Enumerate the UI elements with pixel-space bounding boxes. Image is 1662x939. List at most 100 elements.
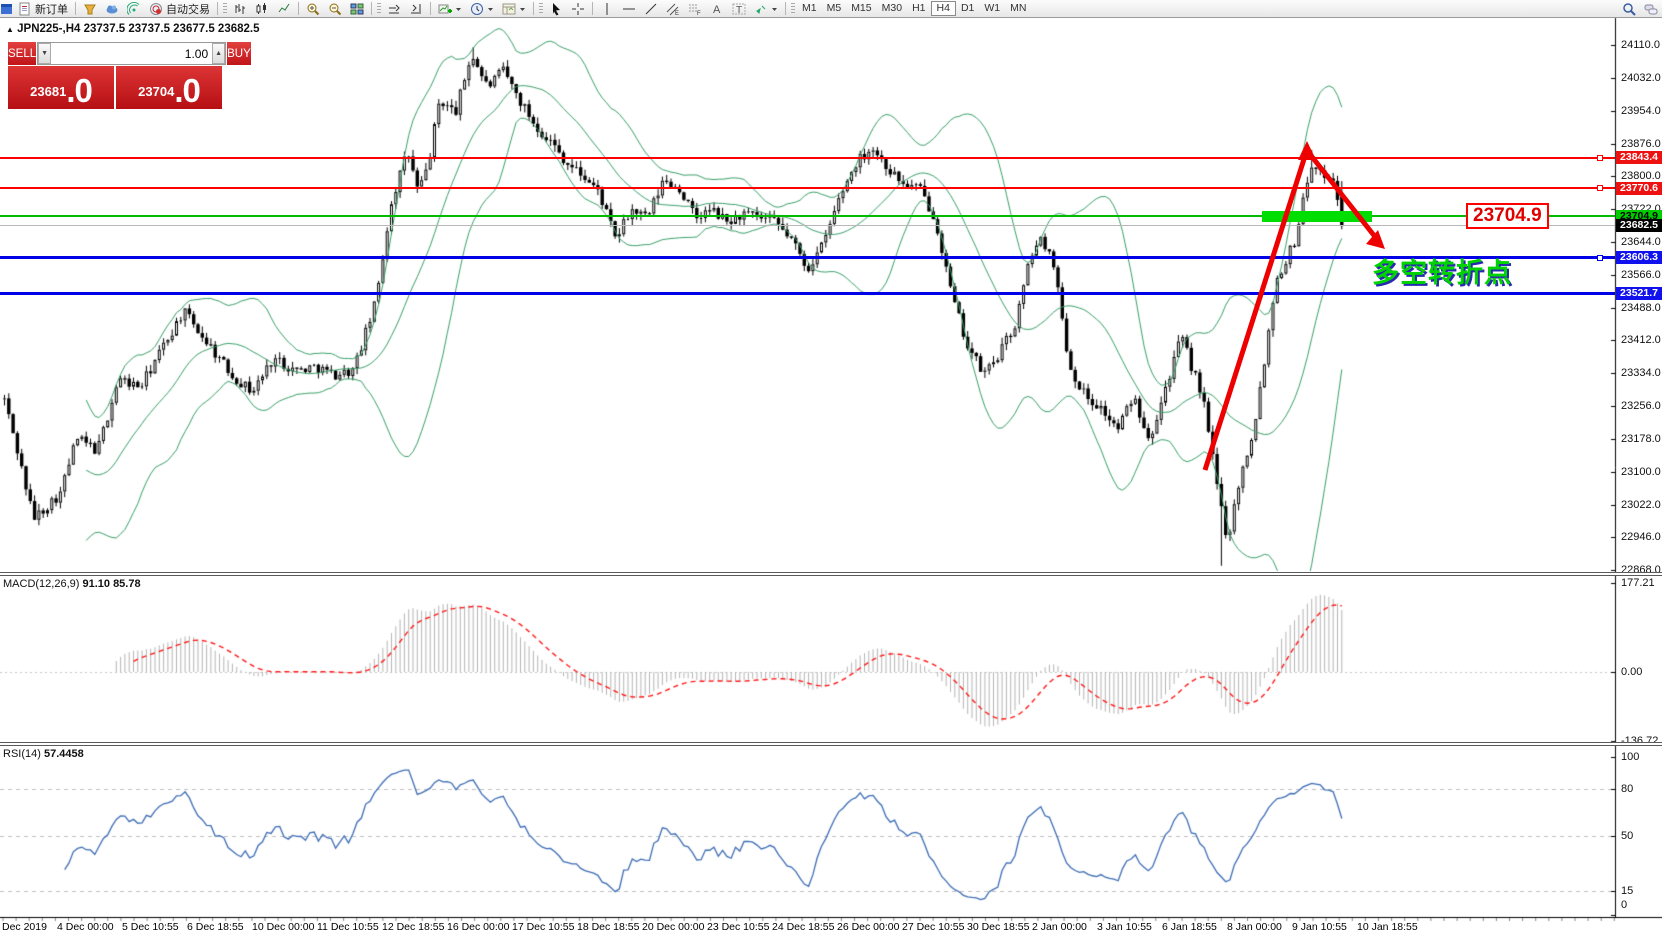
zoom-in-icon [306, 2, 320, 16]
candlestick-button[interactable] [251, 1, 273, 17]
horizontal-line-23843.4[interactable] [0, 156, 1615, 159]
auto-scroll-button[interactable] [383, 1, 405, 17]
time-axis-label: 11 Dec 10:55 [317, 921, 379, 933]
volume-input[interactable] [51, 43, 213, 64]
price-axis-label: 23256.0 [1621, 399, 1661, 412]
new-order-button[interactable]: 新订单 [14, 1, 72, 17]
fibonacci-button[interactable]: F [684, 1, 706, 17]
volume-down-button[interactable]: ▼ [38, 43, 52, 64]
zoom-out-button[interactable] [324, 1, 346, 17]
symbol-name: JPN225-,H4 [17, 23, 81, 35]
bar-chart-icon [233, 2, 247, 16]
one-click-collapse-icon[interactable]: ▲ [6, 25, 14, 34]
timeframe-M30[interactable]: M30 [881, 2, 903, 14]
periods-button[interactable] [466, 1, 498, 17]
timeframe-D1[interactable]: D1 [960, 2, 975, 14]
cursor-button[interactable] [545, 1, 567, 17]
support-zone-rectangle[interactable] [1262, 210, 1372, 222]
price-axis-label: 23178.0 [1621, 432, 1661, 445]
text-button[interactable]: A [706, 1, 728, 17]
sell-price-int: 23681 [30, 84, 67, 99]
svg-text:T: T [736, 5, 742, 16]
time-axis-label: 17 Dec 10:55 [512, 921, 575, 933]
horizontal-line-23521.7[interactable] [0, 292, 1615, 296]
text-a-icon: A [710, 2, 724, 16]
horizontal-line-23606.3[interactable] [0, 256, 1615, 260]
tile-windows-button[interactable] [346, 1, 368, 17]
macd-splitter[interactable] [0, 572, 1662, 576]
line-anchor-handle[interactable] [1597, 154, 1603, 161]
sell-button[interactable]: SELL [8, 42, 37, 65]
buy-price[interactable]: 23704 .0 [116, 66, 222, 109]
time-axis-label: 6 Dec 18:55 [187, 921, 244, 933]
add-indicator-icon [438, 2, 452, 16]
rsi-axis-label: 80 [1621, 782, 1634, 795]
time-axis-label: 16 Dec 00:00 [447, 921, 510, 933]
time-axis-label: 18 Dec 18:55 [577, 921, 640, 933]
zoom-out-icon [328, 2, 342, 16]
time-axis-label: 27 Dec 10:55 [902, 921, 965, 933]
line-chart-button[interactable] [273, 1, 295, 17]
price-axis-label: 23100.0 [1621, 465, 1661, 478]
chart-shift-button[interactable] [405, 1, 427, 17]
time-axis-label: 5 Dec 10:55 [122, 921, 179, 933]
rsi-label: RSI(14) 57.4458 [3, 748, 84, 760]
time-axis-label: 24 Dec 18:55 [772, 921, 835, 933]
chat-button[interactable] [1640, 1, 1662, 17]
signals-button[interactable] [123, 1, 145, 17]
search-button[interactable] [1618, 1, 1640, 17]
equidistant-channel-button[interactable]: E [662, 1, 684, 17]
auto-trading-button[interactable]: 自动交易 [145, 1, 214, 17]
vertical-line-button[interactable] [596, 1, 618, 17]
crosshair-icon [571, 2, 585, 16]
price-axis-label: 23954.0 [1621, 104, 1661, 117]
volume-up-button[interactable]: ▲ [212, 43, 226, 64]
templates-button[interactable] [498, 1, 530, 17]
horizontal-line-23770.6[interactable] [0, 187, 1615, 190]
horizontal-line-button[interactable] [618, 1, 640, 17]
ohlc-values: 23737.5 23737.5 23677.5 23682.5 [83, 23, 260, 35]
periods-clock-icon [470, 2, 484, 16]
price-axis-label: 23334.0 [1621, 367, 1661, 380]
timeframe-M5[interactable]: M5 [826, 2, 842, 14]
search-icon [1622, 2, 1636, 16]
timeframe-H4[interactable]: H4 [930, 1, 956, 16]
timeframe-H1[interactable]: H1 [912, 2, 926, 14]
cursor-icon [549, 2, 563, 16]
candlestick-icon [255, 2, 269, 16]
market-icon [83, 2, 97, 16]
price-axis-label: 23412.0 [1621, 334, 1661, 347]
trendline-button[interactable] [640, 1, 662, 17]
timeframe-W1[interactable]: W1 [984, 2, 1001, 14]
chart-annotation-text[interactable]: 多空转折点 [1372, 258, 1512, 288]
horizontal-line-23704.9[interactable] [0, 215, 1615, 218]
chart-title: ▲ JPN225-,H4 23737.5 23737.5 23677.5 236… [6, 23, 260, 35]
current-price-23682.5[interactable] [0, 225, 1615, 227]
chart-shift-icon [409, 2, 423, 16]
price-tag-label[interactable]: 23704.9 [1466, 203, 1549, 229]
timeframe-M15[interactable]: M15 [851, 2, 872, 14]
community-button[interactable] [101, 1, 123, 17]
line-anchor-handle[interactable] [1597, 185, 1603, 192]
bar-chart-button[interactable] [229, 1, 251, 17]
price-axis-label: 23488.0 [1621, 301, 1661, 314]
add-indicator-button[interactable] [434, 1, 466, 17]
market-button[interactable] [79, 1, 101, 17]
text-label-button[interactable]: T [728, 1, 750, 17]
templates-icon [502, 2, 516, 16]
buy-button[interactable]: BUY [227, 42, 251, 65]
crosshair-button[interactable] [567, 1, 589, 17]
price-axis-label: 23800.0 [1621, 170, 1661, 183]
timeframe-MN[interactable]: MN [1010, 2, 1027, 14]
zoom-in-button[interactable] [302, 1, 324, 17]
arrows-button[interactable] [750, 1, 782, 17]
svg-text:A: A [713, 4, 721, 16]
timeframe-M1[interactable]: M1 [802, 2, 817, 14]
line-anchor-handle[interactable] [1597, 254, 1603, 261]
rsi-splitter[interactable] [0, 742, 1662, 746]
auto-trading-icon [149, 2, 163, 16]
horizontal-line-icon [622, 2, 636, 16]
timeframe-bar: M1 M5 M15 M30 H1 H4 D1 W1 MN [797, 1, 1031, 16]
sell-price[interactable]: 23681 .0 [8, 66, 114, 109]
